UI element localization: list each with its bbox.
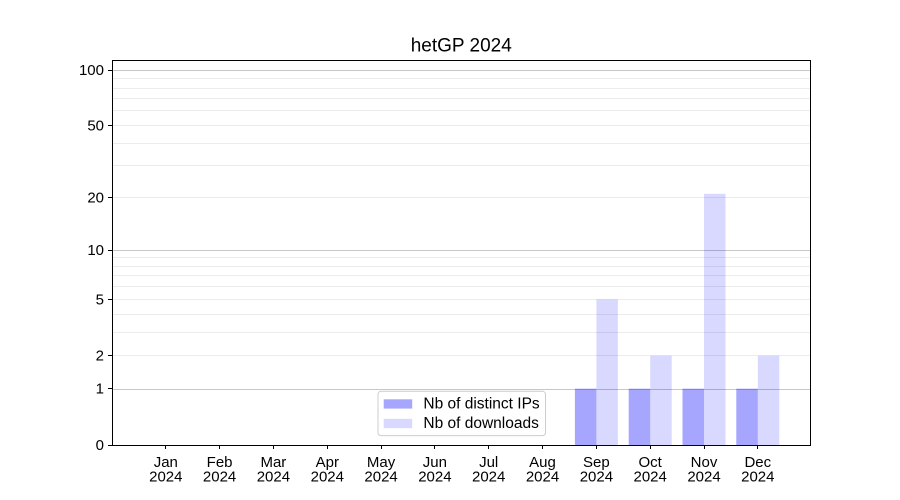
svg-text:5: 5 xyxy=(96,291,104,308)
svg-text:2: 2 xyxy=(96,348,104,365)
svg-text:Nb of distinct IPs: Nb of distinct IPs xyxy=(423,396,540,413)
svg-text:2024: 2024 xyxy=(418,469,451,486)
svg-text:20: 20 xyxy=(87,190,104,207)
svg-text:100: 100 xyxy=(79,62,104,79)
svg-text:Jul: Jul xyxy=(479,454,498,471)
svg-text:2024: 2024 xyxy=(311,469,344,486)
svg-text:hetGP 2024: hetGP 2024 xyxy=(411,36,513,57)
svg-text:Nov: Nov xyxy=(691,454,718,471)
svg-text:2024: 2024 xyxy=(364,469,397,486)
svg-text:Jan: Jan xyxy=(154,454,178,471)
svg-text:2024: 2024 xyxy=(687,469,720,486)
svg-text:1: 1 xyxy=(96,381,104,398)
svg-text:Mar: Mar xyxy=(260,454,286,471)
svg-text:Dec: Dec xyxy=(744,454,771,471)
svg-text:2024: 2024 xyxy=(580,469,613,486)
svg-text:2024: 2024 xyxy=(257,469,290,486)
svg-text:2024: 2024 xyxy=(526,469,559,486)
svg-text:Jun: Jun xyxy=(423,454,447,471)
svg-text:50: 50 xyxy=(87,118,104,135)
svg-text:Aug: Aug xyxy=(529,454,556,471)
svg-text:10: 10 xyxy=(87,242,104,259)
svg-text:May: May xyxy=(367,454,396,471)
svg-text:0: 0 xyxy=(96,437,104,454)
svg-text:2024: 2024 xyxy=(472,469,505,486)
svg-text:Sep: Sep xyxy=(583,454,610,471)
svg-text:Nb of downloads: Nb of downloads xyxy=(423,415,539,432)
svg-text:Oct: Oct xyxy=(639,454,663,471)
svg-text:2024: 2024 xyxy=(741,469,774,486)
svg-text:Feb: Feb xyxy=(207,454,233,471)
svg-text:2024: 2024 xyxy=(149,469,182,486)
svg-text:2024: 2024 xyxy=(203,469,236,486)
svg-text:Apr: Apr xyxy=(316,454,339,471)
svg-text:2024: 2024 xyxy=(634,469,667,486)
